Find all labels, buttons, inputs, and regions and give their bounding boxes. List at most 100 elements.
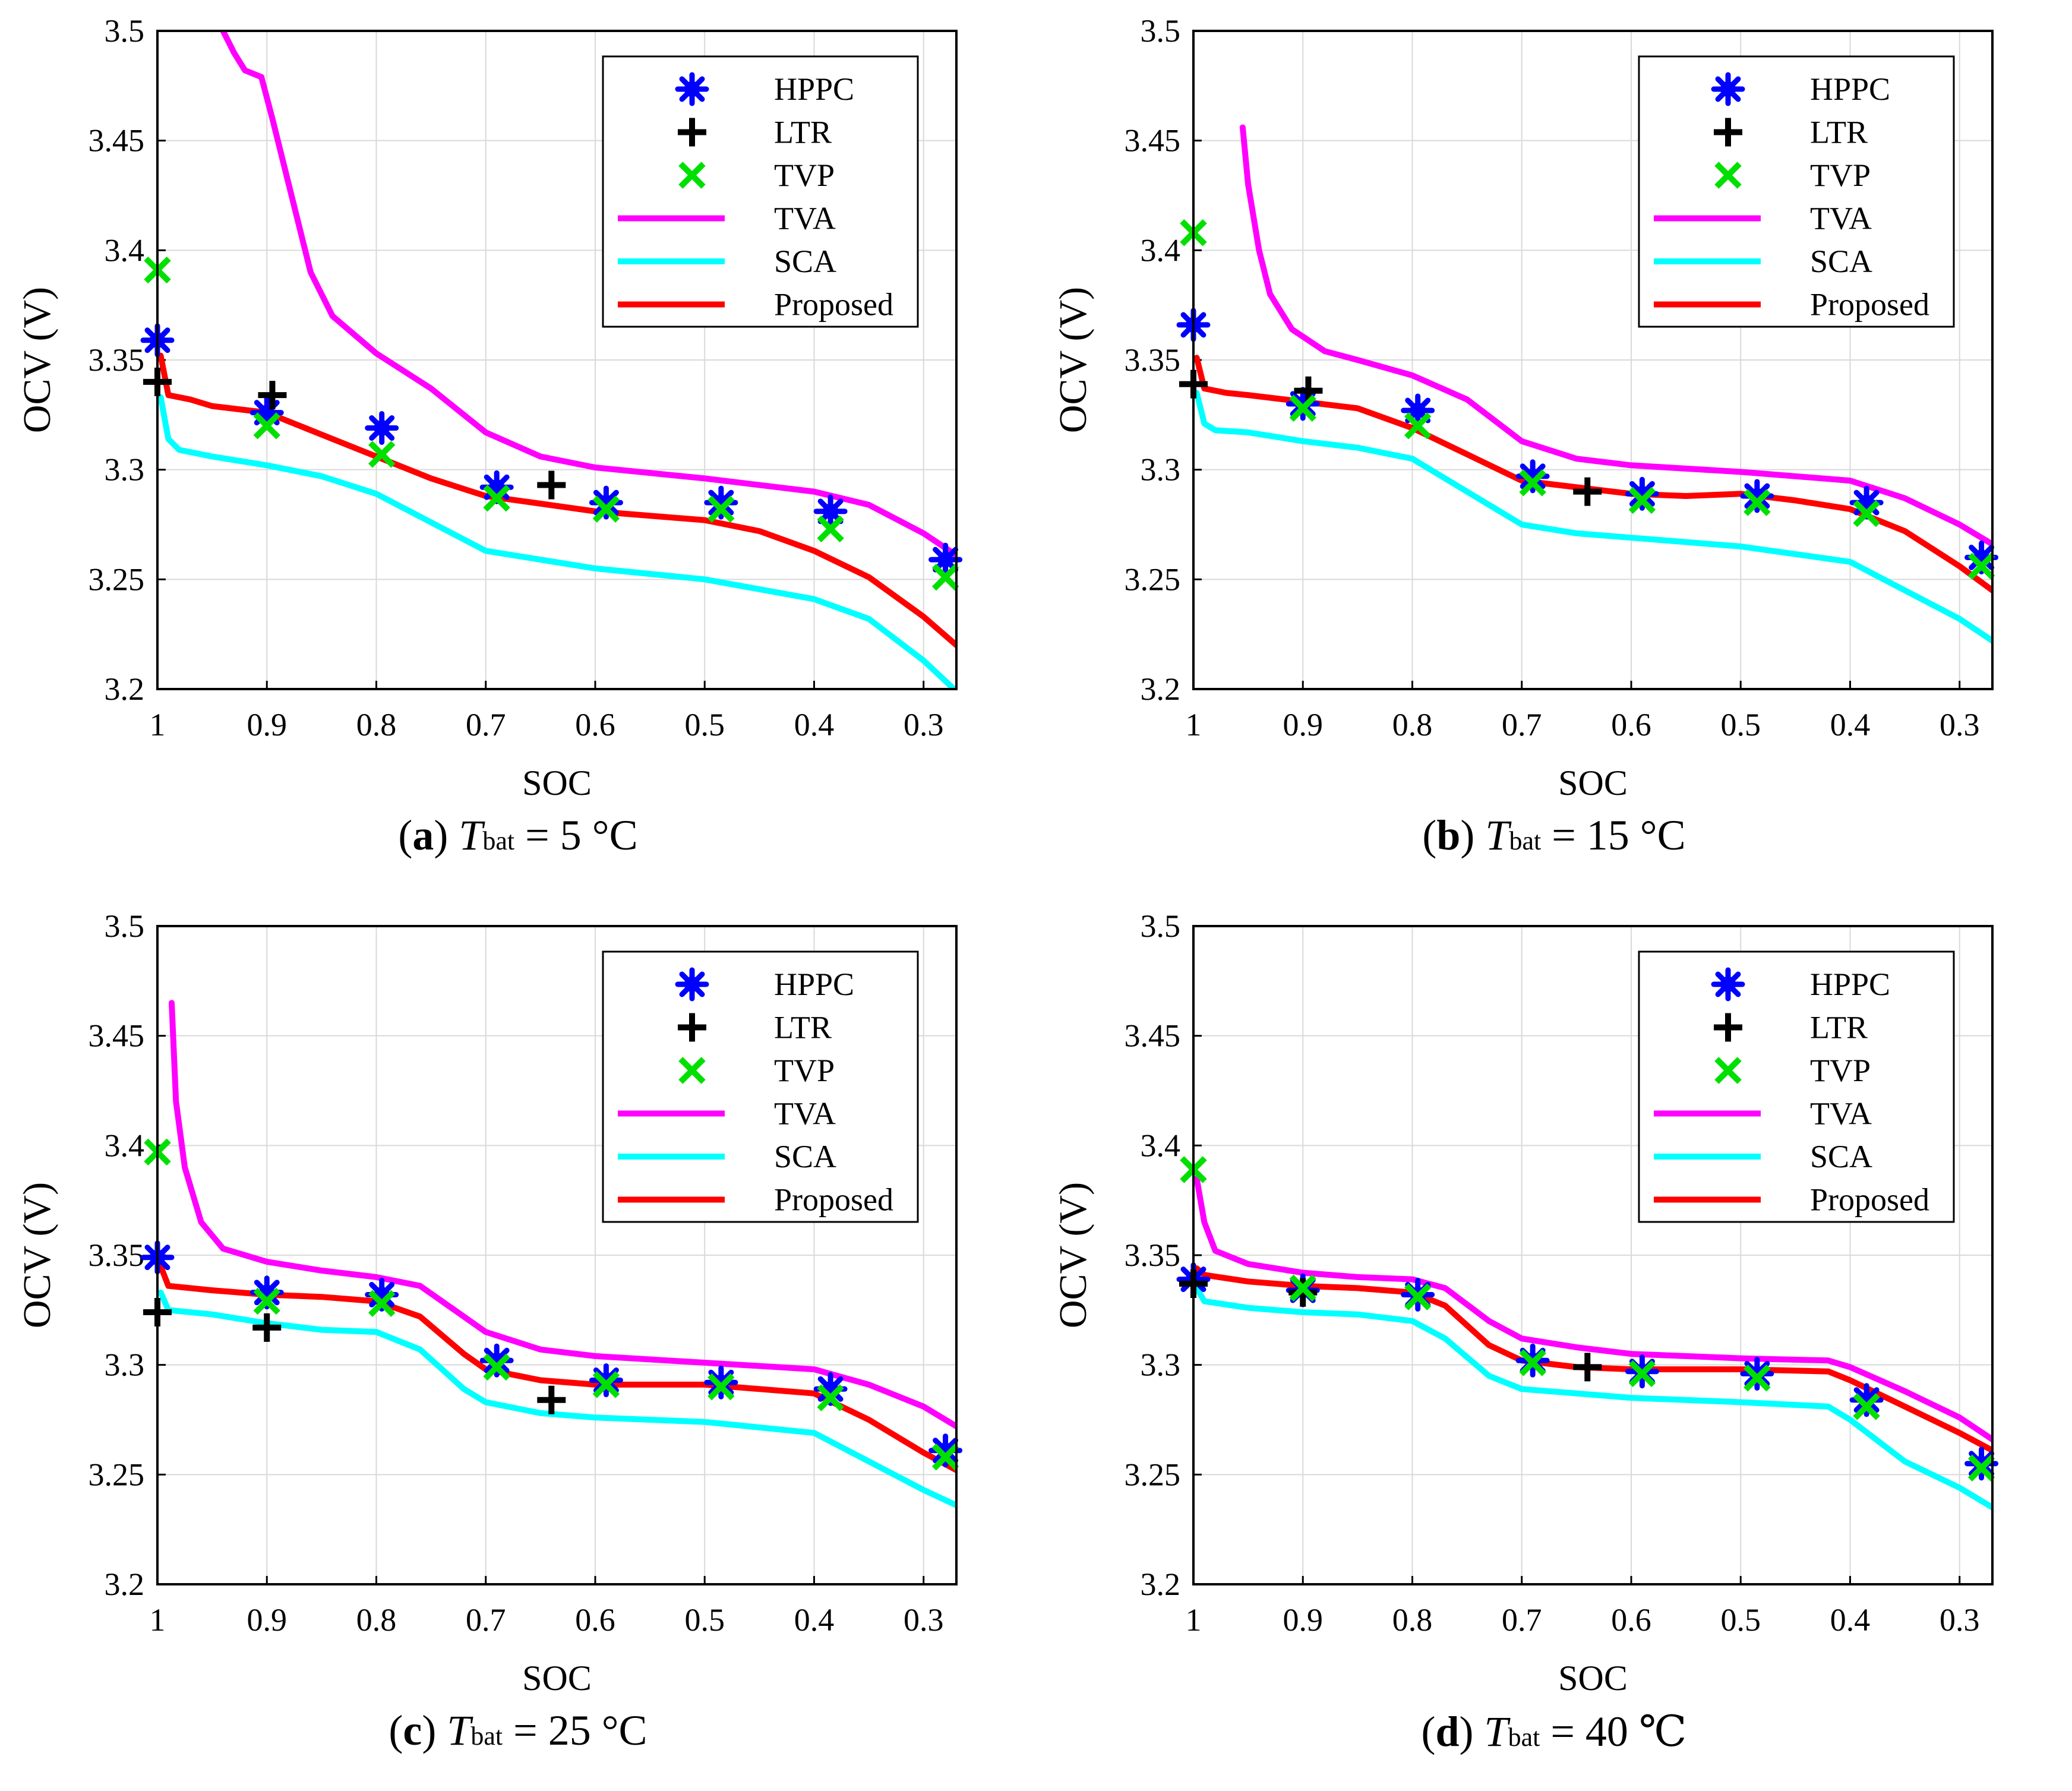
y-tick-label: 3.25 <box>1125 561 1181 597</box>
x-tick-label: 0.4 <box>794 1602 835 1638</box>
y-tick-label: 3.5 <box>1141 13 1181 49</box>
legend-label-proposed: Proposed <box>774 287 893 323</box>
y-tick-label: 3.3 <box>1141 452 1181 488</box>
y-tick-label: 3.45 <box>1125 123 1181 159</box>
y-axis-label: OCV (V) <box>1051 1182 1095 1328</box>
data-point-hppc <box>1285 387 1320 421</box>
data-point-tvp <box>1853 1393 1880 1420</box>
data-point-tvp <box>483 1353 510 1381</box>
legend-marker-hppc <box>675 72 709 106</box>
axes-frame <box>1192 30 1994 690</box>
y-tick-label: 3.4 <box>1141 1127 1181 1163</box>
data-point-tvp <box>1967 1454 1995 1482</box>
x-tick-label: 0.7 <box>1502 707 1542 743</box>
data-point-tvp <box>707 495 735 523</box>
y-tick-label: 3.35 <box>89 342 145 378</box>
legend-label-tva: TVA <box>774 1096 836 1132</box>
x-tick-label: 1 <box>150 1602 166 1638</box>
legend-marker-tvp <box>678 162 706 189</box>
legend: HPPC LTR TVP TVA SCA Proposed <box>1638 950 1955 1223</box>
data-point-tvp <box>1289 394 1316 422</box>
legend-label-tvp: TVP <box>1810 157 1871 193</box>
legend-marker-tvp <box>678 1057 706 1084</box>
data-point-ltr <box>252 1313 282 1342</box>
legend: HPPC LTR TVP TVA SCA Proposed <box>602 950 919 1223</box>
legend-label-tva: TVA <box>774 201 836 236</box>
data-point-tvp <box>931 1443 959 1471</box>
legend-marker-tvp <box>1714 1057 1742 1084</box>
y-tick-label: 3.2 <box>1141 1566 1181 1602</box>
markers <box>140 1138 963 1471</box>
data-point-ltr <box>258 381 287 410</box>
markers <box>140 256 963 591</box>
chart-c: 1 0.9 0.8 0.7 0.6 0.5 0.4 0.3 3.2 3.25 3.3 3.35 3.4 3… <box>15 908 963 1691</box>
data-point-tvp <box>931 563 959 591</box>
legend-label-sca: SCA <box>774 1139 836 1174</box>
legend-marker-tvp <box>1714 162 1742 189</box>
y-tick-label: 3.25 <box>89 1457 145 1492</box>
data-point-tvp <box>1743 1364 1771 1392</box>
y-axis-label: OCV (V) <box>15 1182 59 1328</box>
series-line-tva <box>169 1000 956 1430</box>
y-axis-label: OCV (V) <box>15 287 59 433</box>
x-tick-label: 0.3 <box>1940 707 1980 743</box>
legend-marker-hppc <box>1711 967 1745 1002</box>
legend-label-proposed: Proposed <box>1810 1182 1929 1218</box>
caption-d-symbol: T <box>1484 1708 1508 1755</box>
legend-marker-ltr <box>1714 118 1742 147</box>
caption-b-temperature: = 15 °C <box>1552 811 1686 859</box>
x-tick-label: 0.6 <box>575 1602 615 1638</box>
legend-box <box>602 950 919 1223</box>
caption-d-subscript: bat <box>1508 1723 1540 1752</box>
data-point-hppc <box>1964 1446 1999 1481</box>
x-tick-label: 0.5 <box>1720 1602 1761 1638</box>
caption-d-temperature: = 40 ℃ <box>1550 1708 1687 1755</box>
y-tick-label: 3.3 <box>1141 1347 1181 1383</box>
data-point-ltr <box>537 1385 566 1414</box>
caption-a: (a) Tbat = 5 °C <box>398 811 638 859</box>
data-point-hppc <box>589 1363 623 1398</box>
caption-a-symbol: T <box>459 811 483 859</box>
panel-a: 1 0.9 0.8 0.7 0.6 0.5 0.4 0.3 3.2 3.25 3.3 3.35 3.4 3… <box>0 0 1036 895</box>
y-tick-label: 3.2 <box>1141 671 1181 707</box>
x-tick-label: 0.4 <box>794 707 835 743</box>
data-point-ltr <box>1573 477 1602 506</box>
x-tick-label: 0.8 <box>356 1602 397 1638</box>
data-point-tvp <box>1967 552 1995 580</box>
legend-label-proposed: Proposed <box>1810 287 1929 323</box>
legend-label-ltr: LTR <box>1810 1010 1868 1045</box>
caption-c-temperature: = 25 °C <box>513 1707 648 1754</box>
x-axis-label: SOC <box>1558 1659 1628 1691</box>
y-tick-label: 3.25 <box>89 561 145 597</box>
caption-c-subscript: bat <box>470 1721 503 1751</box>
series-line-proposed <box>157 352 956 649</box>
axes-frame <box>1192 925 1994 1585</box>
x-tick-label: 0.5 <box>684 707 725 743</box>
x-tick-label: 1 <box>1186 707 1202 743</box>
y-tick-label: 3.5 <box>105 908 145 944</box>
legend-label-tva: TVA <box>1810 1096 1872 1132</box>
caption-b-symbol: T <box>1485 811 1509 859</box>
data-point-hppc <box>704 1365 738 1400</box>
series-line-proposed <box>1193 1265 1992 1454</box>
caption-c: (c) Tbat = 25 °C <box>389 1707 648 1754</box>
series-line-sca <box>157 1289 956 1508</box>
x-tick-label: 0.6 <box>1611 1602 1651 1638</box>
x-tick-label: 0.3 <box>904 707 944 743</box>
y-tick-label: 3.45 <box>1125 1018 1181 1054</box>
axes-frame <box>156 925 958 1585</box>
caption-a-label: a <box>412 811 434 859</box>
markers <box>1176 219 1999 580</box>
legend-marker-hppc <box>675 967 709 1002</box>
data-point-tvp <box>817 515 844 543</box>
y-tick-label: 3.4 <box>1141 232 1181 268</box>
x-axis-label: SOC <box>522 763 592 796</box>
data-point-tvp <box>1853 500 1880 527</box>
x-tick-label: 0.8 <box>1392 707 1433 743</box>
data-point-hppc <box>365 410 399 445</box>
panel-b: 1 0.9 0.8 0.7 0.6 0.5 0.4 0.3 3.2 3.25 3.3 3.35 3.4 3… <box>1036 0 2072 895</box>
data-point-tvp <box>1628 1360 1656 1388</box>
legend-label-sca: SCA <box>1810 1139 1872 1174</box>
y-tick-label: 3.3 <box>105 1347 145 1383</box>
